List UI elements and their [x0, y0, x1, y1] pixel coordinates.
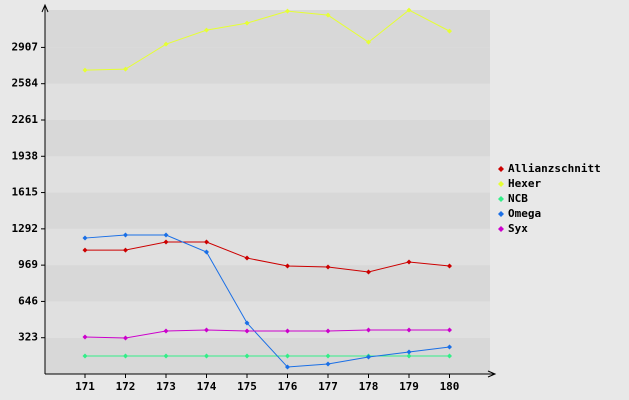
data-point — [325, 264, 331, 270]
grid-band — [45, 228, 490, 266]
data-point — [325, 12, 331, 18]
data-point — [325, 353, 331, 359]
legend-label: Allianzschnitt — [508, 162, 601, 175]
data-point — [406, 353, 412, 359]
data-point — [406, 259, 412, 265]
y-tick-label: 2907 — [12, 40, 39, 53]
x-tick-label: 174 — [197, 380, 217, 393]
data-point — [325, 328, 331, 334]
y-tick-label: 646 — [18, 294, 38, 307]
x-tick-label: 173 — [156, 380, 176, 393]
y-tick-label: 1292 — [12, 222, 39, 235]
grid-band — [45, 10, 490, 48]
y-tick-label: 969 — [18, 258, 38, 271]
data-point — [366, 327, 371, 333]
legend-label: Hexer — [508, 177, 541, 190]
data-point — [406, 349, 412, 355]
data-point — [204, 239, 209, 245]
x-axis-arrow — [487, 370, 497, 378]
x-tick-label: 177 — [318, 380, 338, 393]
grid-band — [45, 265, 490, 302]
data-point — [123, 353, 128, 359]
data-point — [285, 263, 290, 269]
data-point — [406, 7, 412, 13]
legend-marker — [498, 166, 504, 172]
legend-label: Syx — [508, 222, 528, 235]
y-tick-label: 323 — [18, 331, 38, 344]
series-line — [85, 241, 450, 273]
legend-label: Omega — [508, 207, 541, 220]
data-point — [285, 353, 290, 359]
y-tick-label: 1938 — [12, 149, 39, 162]
data-point — [163, 232, 169, 238]
series-line — [84, 329, 450, 339]
data-point — [366, 269, 371, 275]
data-point — [366, 354, 371, 360]
legend-marker — [498, 226, 504, 232]
legend-marker — [498, 181, 504, 187]
x-tick-label: 172 — [116, 380, 136, 393]
data-point — [204, 249, 209, 255]
data-point — [123, 247, 128, 253]
data-point — [123, 232, 128, 238]
data-point — [163, 328, 169, 334]
data-point — [366, 39, 371, 45]
data-point — [447, 327, 452, 333]
data-point — [163, 41, 169, 47]
data-point — [447, 263, 452, 269]
series-line — [84, 9, 450, 71]
data-point — [285, 8, 290, 14]
data-point — [204, 27, 209, 33]
data-point — [447, 353, 452, 359]
x-tick-label: 178 — [359, 380, 379, 393]
series-line — [84, 234, 450, 368]
data-point — [244, 353, 250, 359]
data-point — [204, 327, 209, 333]
grid-band — [45, 119, 490, 157]
data-point — [82, 353, 88, 359]
y-tick-label: 2261 — [12, 113, 39, 126]
y-tick-label: 2584 — [12, 77, 39, 90]
data-point — [244, 20, 250, 26]
y-tick-label: 1615 — [12, 186, 39, 199]
grid-band — [45, 301, 490, 338]
data-point — [325, 361, 331, 367]
data-point — [244, 320, 250, 326]
grid-band — [45, 192, 490, 229]
x-tick-label: 176 — [278, 380, 298, 393]
data-point — [82, 247, 88, 253]
data-point — [244, 328, 250, 334]
data-point — [204, 353, 209, 359]
x-tick-label: 179 — [399, 380, 419, 393]
data-point — [123, 335, 128, 341]
legend-marker — [498, 211, 504, 217]
data-point — [123, 66, 128, 72]
legend-marker — [498, 196, 504, 202]
data-point — [82, 67, 88, 73]
data-point — [82, 235, 88, 241]
data-point — [285, 364, 290, 370]
legend-label: NCB — [508, 192, 528, 205]
data-point — [163, 353, 169, 359]
data-point — [447, 344, 452, 350]
x-tick-label: 180 — [440, 380, 460, 393]
data-point — [163, 239, 169, 245]
x-tick-label: 171 — [75, 380, 95, 393]
grid-band — [45, 83, 490, 120]
grid-band — [45, 47, 490, 84]
data-point — [447, 28, 452, 34]
data-point — [406, 327, 412, 333]
y-axis-arrow — [41, 3, 49, 13]
data-point — [82, 334, 88, 340]
data-point — [244, 255, 250, 261]
grid-band — [45, 156, 490, 193]
x-tick-label: 175 — [237, 380, 257, 393]
data-point — [285, 328, 290, 334]
